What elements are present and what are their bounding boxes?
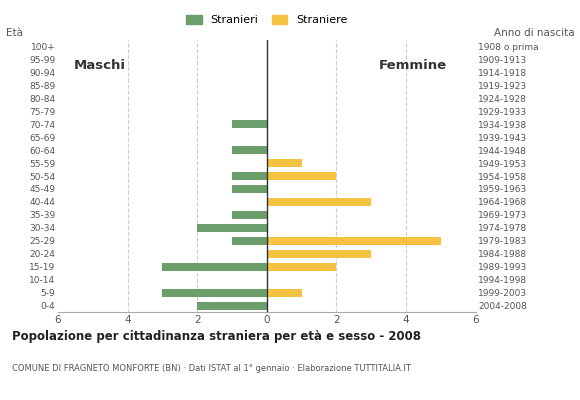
Bar: [232, 185, 267, 193]
Text: Femmine: Femmine: [379, 60, 447, 72]
Bar: [232, 146, 267, 154]
Bar: [232, 211, 267, 219]
Bar: [267, 159, 302, 167]
Bar: [267, 263, 336, 271]
Bar: [232, 120, 267, 128]
Bar: [197, 224, 267, 232]
Bar: [162, 288, 267, 296]
Bar: [162, 263, 267, 271]
Text: COMUNE DI FRAGNETO MONFORTE (BN) · Dati ISTAT al 1° gennaio · Elaborazione TUTTI: COMUNE DI FRAGNETO MONFORTE (BN) · Dati …: [12, 364, 411, 373]
Text: Popolazione per cittadinanza straniera per età e sesso - 2008: Popolazione per cittadinanza straniera p…: [12, 330, 420, 343]
Bar: [267, 250, 371, 258]
Text: Maschi: Maschi: [74, 60, 126, 72]
Bar: [232, 237, 267, 245]
Bar: [267, 288, 302, 296]
Bar: [267, 237, 441, 245]
Text: Anno di nascita: Anno di nascita: [494, 28, 574, 38]
Bar: [267, 198, 371, 206]
Bar: [232, 172, 267, 180]
Text: Età: Età: [6, 28, 23, 38]
Legend: Stranieri, Straniere: Stranieri, Straniere: [182, 10, 352, 30]
Bar: [267, 172, 336, 180]
Bar: [197, 302, 267, 310]
